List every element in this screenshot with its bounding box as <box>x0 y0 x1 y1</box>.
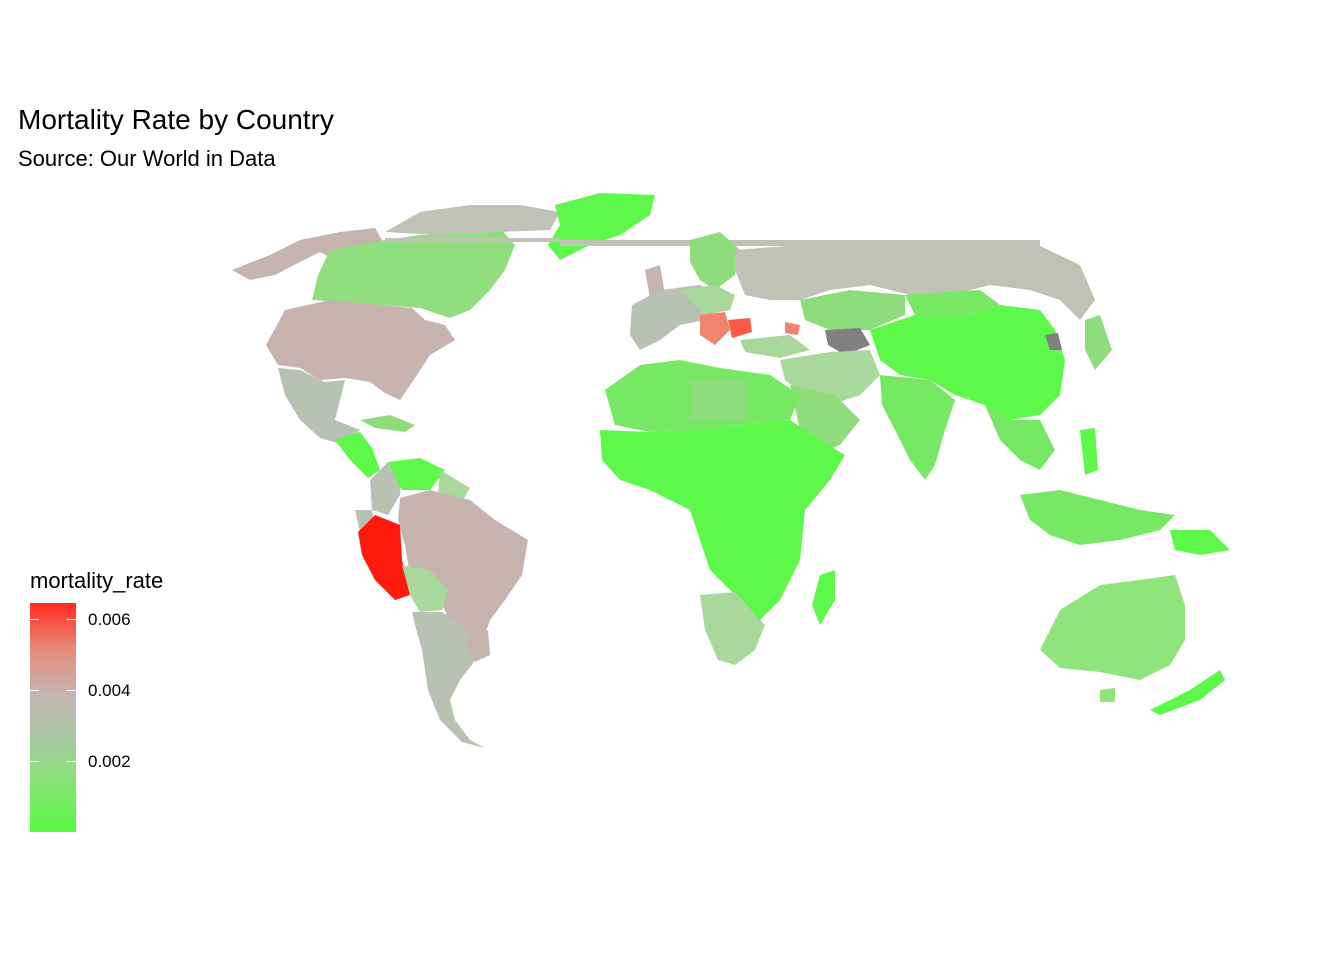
region-balkans <box>700 312 730 345</box>
region-indonesia <box>1020 490 1175 545</box>
region-africa <box>600 420 845 620</box>
region-kazakhstan <box>800 290 905 330</box>
legend-tick-mark-right <box>67 619 76 620</box>
region-turkmenistan <box>825 328 870 355</box>
region-arctic-strip <box>385 238 560 242</box>
region-japan <box>1085 315 1112 370</box>
region-canada-arctic <box>385 205 560 235</box>
region-china <box>870 305 1065 420</box>
chart-title: Mortality Rate by Country <box>18 104 334 135</box>
region-new-zealand <box>1150 670 1225 715</box>
region-uk <box>645 265 665 298</box>
region-bulgaria <box>728 318 752 338</box>
region-scandinavia <box>690 232 740 290</box>
chart-subtitle: Source: Our World in Data <box>18 146 276 171</box>
legend-title: mortality_rate <box>30 568 164 593</box>
region-caribbean <box>360 415 415 432</box>
region-sahara <box>690 380 745 420</box>
region-greenland <box>548 193 655 260</box>
region-peru <box>358 515 410 600</box>
region-tasmania <box>1100 688 1115 702</box>
region-mongolia <box>905 290 1000 318</box>
region-southern-africa <box>700 592 765 665</box>
region-russia <box>735 245 1095 320</box>
region-caucasus <box>785 322 800 335</box>
region-central-america <box>335 432 380 478</box>
legend-tick-mark-left <box>30 690 39 691</box>
region-bolivia <box>402 565 448 612</box>
legend-colorbar <box>30 603 76 832</box>
region-australia <box>1040 575 1185 680</box>
region-turkey <box>740 335 810 358</box>
region-argentina <box>412 612 485 748</box>
legend-tick-label: 0.004 <box>88 681 131 700</box>
region-alaska <box>232 228 385 280</box>
region-united-states <box>266 300 455 400</box>
region-uruguay <box>465 630 490 662</box>
region-canada <box>312 228 515 318</box>
region-russia-strip <box>560 240 1040 246</box>
region-europe-central <box>680 285 735 315</box>
legend-tick-mark-right <box>67 761 76 762</box>
region-colombia <box>370 462 402 515</box>
legend-tick-mark-right <box>67 690 76 691</box>
region-philippines <box>1080 428 1098 475</box>
region-brazil <box>398 490 528 665</box>
region-north-korea <box>1045 333 1062 350</box>
region-india <box>880 375 955 480</box>
region-southeast-asia <box>985 405 1055 470</box>
legend-tick-mark-left <box>30 619 39 620</box>
region-venezuela <box>388 458 445 490</box>
legend-tick-label: 0.002 <box>88 752 131 771</box>
region-madagascar <box>812 570 835 625</box>
legend-tick-label: 0.006 <box>88 610 131 629</box>
region-mexico <box>278 368 360 445</box>
legend-tick-mark-left <box>30 761 39 762</box>
region-papua <box>1170 530 1230 555</box>
